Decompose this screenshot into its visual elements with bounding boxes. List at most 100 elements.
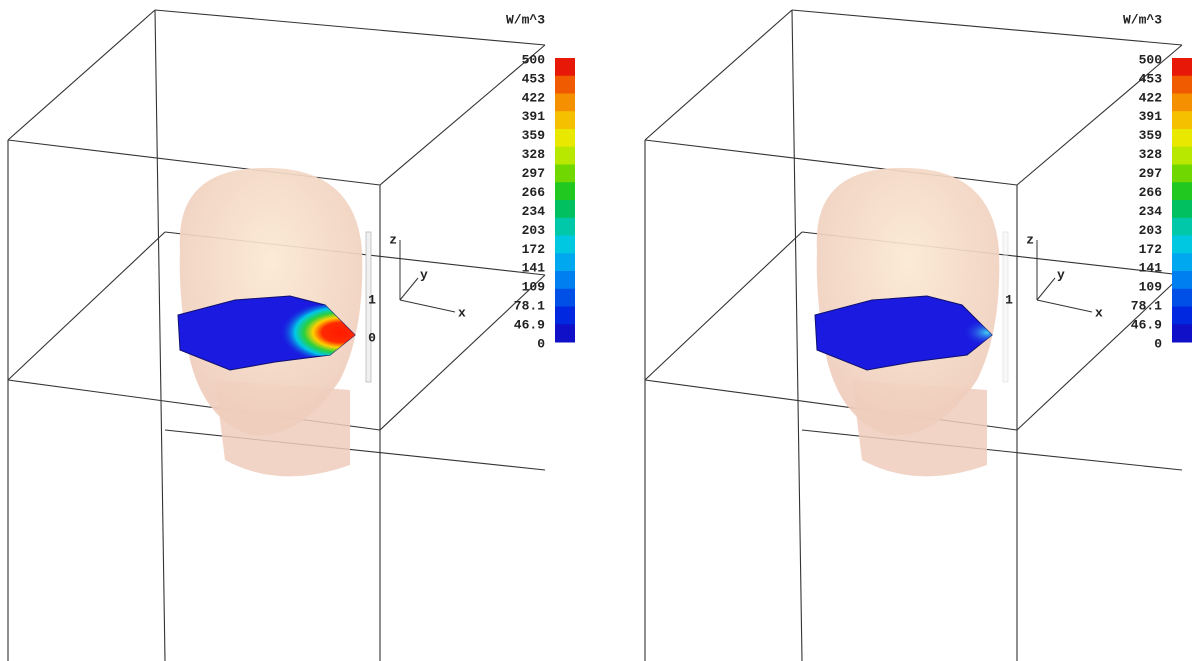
colorbar-segment — [1172, 146, 1192, 165]
probe — [1002, 231, 1009, 383]
probe-label: 1 — [1005, 292, 1013, 307]
probe-label: 0 — [368, 330, 376, 345]
colorbar-segment — [1172, 58, 1192, 77]
colorbar-label: 500 — [1139, 52, 1163, 67]
axis-label: z — [389, 232, 397, 247]
unit-label: W/m^3 — [506, 12, 545, 27]
colorbar-segment — [555, 182, 575, 201]
colorbar-label: 391 — [522, 109, 546, 124]
colorbar-segment — [1172, 75, 1192, 94]
colorbar-label: 391 — [1139, 109, 1163, 124]
axis-label: y — [1057, 267, 1065, 282]
box-edge — [7, 231, 166, 381]
colorbar-segment — [555, 93, 575, 112]
colorbar-label: 297 — [522, 166, 545, 181]
axis-label: x — [1095, 305, 1103, 320]
colorbar-segment — [555, 288, 575, 307]
colorbar-segment — [555, 306, 575, 325]
colorbar-segment — [1172, 111, 1192, 130]
colorbar-label: 453 — [522, 71, 546, 86]
box-edge — [791, 9, 803, 661]
unit-label: W/m^3 — [1123, 12, 1162, 27]
colorbar-label: 141 — [1139, 261, 1163, 276]
box-edge — [7, 9, 156, 141]
colorbar-segment — [555, 217, 575, 236]
probe — [365, 231, 372, 383]
axis-x — [1036, 299, 1093, 313]
colorbar-segment — [555, 111, 575, 130]
colorbar-segment — [1172, 200, 1192, 219]
box-edge — [154, 9, 546, 46]
scene — [7, 9, 546, 661]
colorbar-label: 78.1 — [514, 299, 545, 314]
colorbar-label: 172 — [522, 242, 546, 257]
box-edge — [644, 231, 803, 381]
colorbar-segment — [1172, 306, 1192, 325]
axis-y — [1036, 277, 1056, 301]
colorbar-segment — [1172, 235, 1192, 254]
hotspot — [892, 305, 992, 360]
box-edge — [1016, 44, 1183, 186]
axis-label: z — [1026, 232, 1034, 247]
colorbar-label: 297 — [1139, 166, 1162, 181]
colorbar-label: 328 — [522, 147, 546, 162]
axis-y — [399, 277, 419, 301]
colorbar-segment — [555, 253, 575, 272]
colorbar-segment — [1172, 271, 1192, 290]
colorbar-label: 328 — [1139, 147, 1163, 162]
colorbar-label: 234 — [1139, 204, 1163, 219]
colorbar-label: 203 — [522, 223, 546, 238]
panel: 1 z y x W/m^3 500 453 422 391 359 328 297 266 234 203 1… — [644, 9, 1192, 661]
colorbar-label: 266 — [1139, 185, 1163, 200]
colorbar-segment — [1172, 253, 1192, 272]
colorbar-segment — [555, 271, 575, 290]
colorbar-segment — [555, 324, 575, 343]
colorbar-label: 109 — [1139, 280, 1163, 295]
colorbar-label: 453 — [1139, 71, 1163, 86]
colorbar-label: 109 — [522, 280, 546, 295]
colorbar-label: 0 — [1154, 336, 1162, 351]
colorbar-label: 46.9 — [514, 318, 545, 333]
colorbar-label: 266 — [522, 185, 546, 200]
colorbar-label: 359 — [522, 128, 546, 143]
colorbar-segment — [555, 75, 575, 94]
colorbar-segment — [555, 58, 575, 77]
colorbar-label: 422 — [1139, 90, 1163, 105]
scene — [644, 9, 1183, 661]
colorbar-label: 500 — [522, 52, 546, 67]
colorbar-segment — [555, 146, 575, 165]
box-edge — [1016, 274, 1183, 431]
axis-label: y — [420, 267, 428, 282]
colorbar-segment — [555, 164, 575, 183]
colorbar-segment — [1172, 324, 1192, 343]
colorbar-segment — [1172, 93, 1192, 112]
box-edge — [644, 139, 1018, 186]
colorbar-label: 172 — [1139, 242, 1163, 257]
colorbar-label: 46.9 — [1131, 318, 1162, 333]
colorbar-segment — [1172, 288, 1192, 307]
colorbar-label: 141 — [522, 261, 546, 276]
colorbar-label: 422 — [522, 90, 546, 105]
box-edge — [7, 139, 381, 186]
colorbar-label: 78.1 — [1131, 299, 1162, 314]
colorbar-segment — [1172, 217, 1192, 236]
colorbar-segment — [555, 235, 575, 254]
colorbar-label: 359 — [1139, 128, 1163, 143]
colorbar-segment — [555, 200, 575, 219]
panel: 1 0 z y x W/m^3 500 453 422 391 359 328 297 266 234 203… — [7, 9, 575, 661]
box-edge — [379, 44, 546, 186]
colorbar-segment — [555, 129, 575, 148]
box-edge — [379, 274, 546, 431]
hotspot — [255, 305, 355, 360]
axis-label: x — [458, 305, 466, 320]
probe-label: 1 — [368, 292, 376, 307]
colorbar-segment — [1172, 129, 1192, 148]
box-edge — [791, 9, 1183, 46]
colorbar-label: 203 — [1139, 223, 1163, 238]
box-edge — [644, 9, 793, 141]
colorbar-label: 0 — [537, 336, 545, 351]
axis-x — [399, 299, 456, 313]
colorbar-segment — [1172, 182, 1192, 201]
colorbar-label: 234 — [522, 204, 546, 219]
